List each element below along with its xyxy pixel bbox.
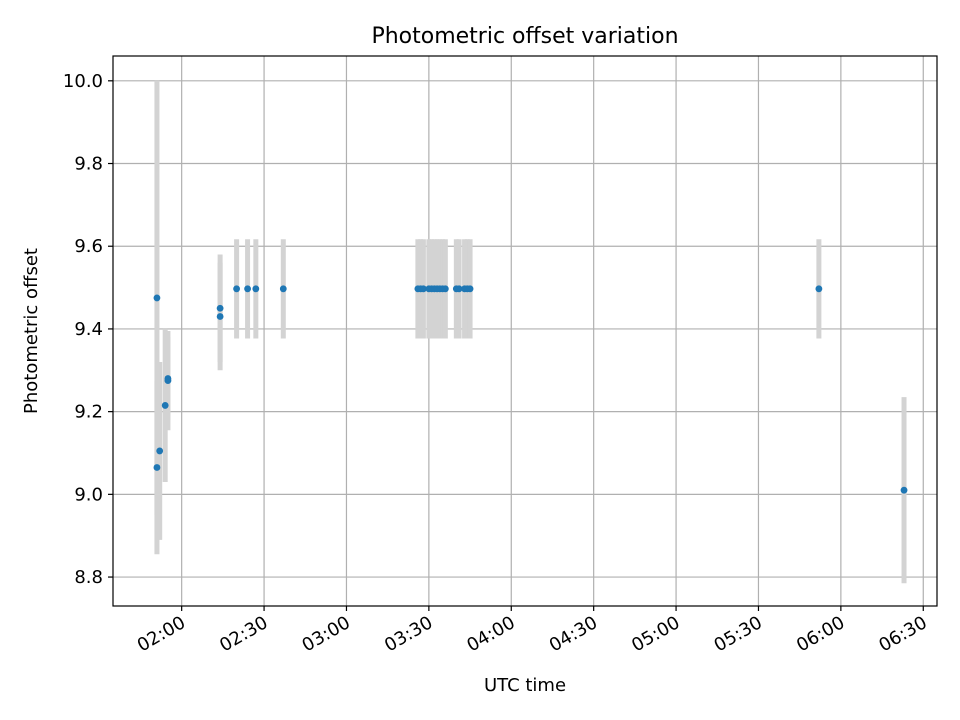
y-axis-label: Photometric offset (21, 248, 42, 414)
data-point (455, 285, 463, 293)
y-tick-label: 9.4 (74, 319, 103, 340)
data-point (153, 464, 161, 471)
data-point (252, 285, 260, 293)
y-tick-label: 9.6 (74, 236, 103, 257)
y-tick-label: 9.2 (74, 402, 103, 423)
data-point (161, 402, 169, 409)
chart-title: Photometric offset variation (371, 24, 678, 49)
data-point (156, 447, 164, 455)
data-point (419, 285, 427, 293)
data-points (153, 285, 908, 494)
data-point (441, 285, 449, 293)
grid (113, 56, 937, 606)
data-point (279, 285, 287, 293)
data-point (216, 304, 224, 312)
x-axis-label: UTC time (484, 675, 566, 696)
data-point (900, 486, 908, 494)
data-point (216, 313, 224, 320)
data-point (815, 285, 823, 293)
data-point (466, 285, 474, 293)
y-tick-label: 9.8 (74, 154, 103, 175)
y-tick-label: 8.8 (74, 567, 103, 588)
plot-frame (112, 55, 938, 607)
data-point (244, 285, 251, 293)
data-point (233, 285, 241, 293)
data-point (153, 294, 161, 302)
y-tick-label: 9.0 (74, 484, 103, 505)
data-point (164, 375, 172, 382)
y-tick-label: 10.0 (63, 71, 103, 92)
